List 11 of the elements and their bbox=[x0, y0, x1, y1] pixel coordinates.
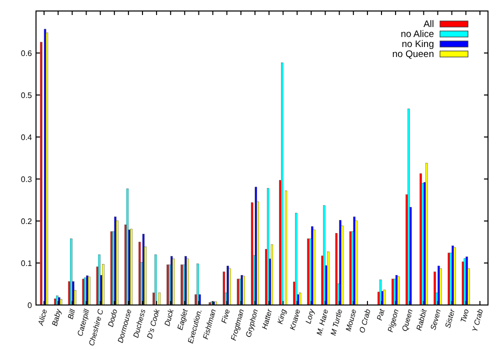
legend-label: All bbox=[423, 19, 434, 30]
y-tick-label: 0.6 bbox=[20, 49, 33, 58]
y-tick-label: 0.2 bbox=[20, 217, 33, 226]
y-tick-label: 0.3 bbox=[20, 175, 33, 184]
y-tick-label: 0.5 bbox=[20, 91, 33, 100]
y-tick-label: 0.4 bbox=[20, 133, 33, 142]
y-tick-label: 0 bbox=[28, 301, 33, 310]
y-tick-label: 0.1 bbox=[20, 259, 33, 268]
legend-label: no King bbox=[402, 39, 434, 50]
legend-label: no Queen bbox=[392, 49, 434, 60]
legend-label: no Alice bbox=[400, 29, 434, 40]
